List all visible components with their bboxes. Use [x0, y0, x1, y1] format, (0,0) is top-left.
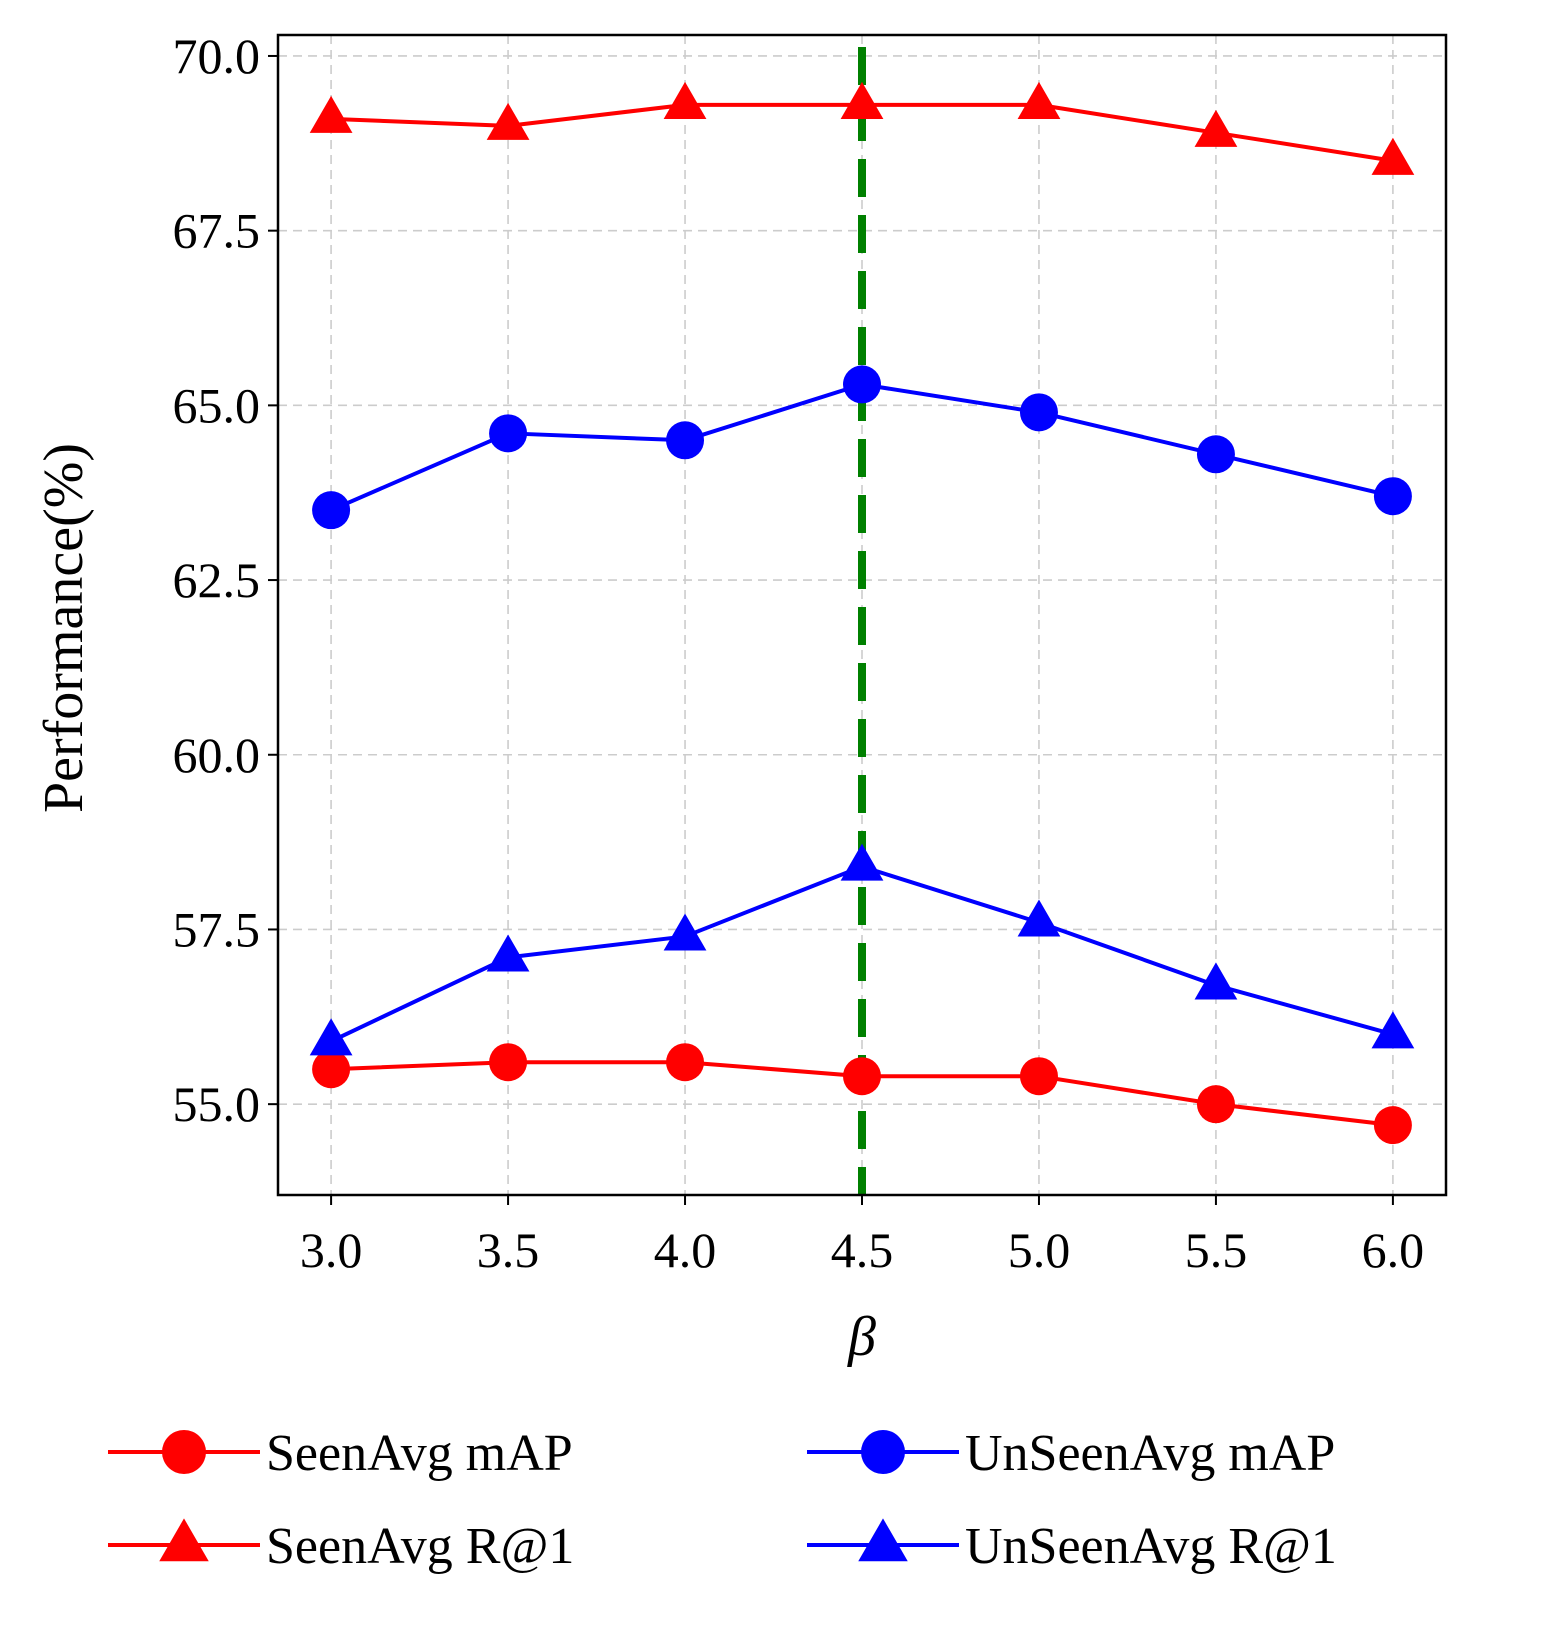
data-point [1017, 899, 1061, 937]
legend-item: UnSeenAvg R@1 [807, 1518, 1337, 1575]
x-tick-label: 4.0 [654, 1222, 717, 1278]
y-axis-label: Performance(%) [33, 443, 95, 813]
legend-item: SeenAvg R@1 [108, 1518, 574, 1575]
y-tick-label: 62.5 [173, 552, 261, 608]
legend-marker [162, 1430, 206, 1474]
data-point [1196, 1085, 1235, 1124]
data-point [1371, 1011, 1415, 1049]
data-point [663, 913, 707, 951]
data-point [1371, 137, 1415, 175]
legend-item: UnSeenAvg mAP [807, 1425, 1335, 1482]
legend-label: SeenAvg mAP [266, 1425, 573, 1482]
x-tick-label: 5.5 [1185, 1222, 1248, 1278]
series-seenavg-map [312, 1043, 1412, 1145]
legend-label: SeenAvg R@1 [266, 1518, 574, 1575]
data-point [309, 1018, 353, 1056]
legend-marker [858, 1518, 908, 1562]
series-seenavg-r-1 [309, 81, 1415, 175]
x-tick-label: 4.5 [831, 1222, 894, 1278]
x-tick-label: 3.5 [477, 1222, 540, 1278]
data-point [489, 414, 528, 453]
series-unseenavg-map [312, 365, 1412, 530]
axis-ticks: 3.0 3.5 4.0 4.5 5.0 5.5 6.0 55.0 57.5 60.0 62.5 65.… [173, 28, 1425, 1278]
x-axis-label: β [847, 1306, 876, 1368]
legend-item: SeenAvg mAP [108, 1425, 573, 1482]
y-tick-label: 55.0 [173, 1076, 261, 1132]
y-tick-label: 67.5 [173, 203, 261, 259]
data-point [1019, 393, 1058, 432]
x-tick-label: 3.0 [300, 1222, 363, 1278]
data-point [312, 1050, 351, 1089]
data-point [1196, 435, 1235, 474]
data-point [489, 1043, 528, 1082]
data-point [309, 95, 353, 133]
data-point [666, 421, 705, 460]
legend-marker [159, 1518, 209, 1562]
data-point [843, 365, 881, 404]
y-tick-label: 65.0 [173, 377, 261, 433]
y-tick-label: 57.5 [173, 901, 261, 957]
data-point [1373, 1106, 1412, 1145]
data-point [312, 491, 351, 530]
data-point [1017, 81, 1061, 119]
data-point [666, 1043, 705, 1082]
data-point [486, 102, 530, 140]
data-point [1019, 1057, 1058, 1096]
legend: SeenAvg mAP UnSeenAvg mAP SeenAvg R@1 UnSee… [108, 1425, 1337, 1575]
data-point [663, 81, 707, 119]
legend-label: UnSeenAvg mAP [965, 1425, 1335, 1482]
data-point [1194, 109, 1238, 147]
y-tick-label: 70.0 [173, 28, 261, 84]
data-point [1194, 962, 1238, 1000]
x-tick-label: 6.0 [1362, 1222, 1425, 1278]
data-point [486, 934, 530, 972]
x-tick-label: 5.0 [1008, 1222, 1071, 1278]
legend-marker [861, 1430, 905, 1474]
data-point [840, 843, 884, 881]
series-layer [309, 81, 1415, 1145]
series-unseenavg-r-1 [309, 843, 1415, 1056]
data-point [1373, 477, 1412, 516]
legend-label: UnSeenAvg R@1 [965, 1518, 1337, 1575]
y-tick-label: 60.0 [173, 727, 261, 783]
data-point [840, 81, 884, 119]
data-point [843, 1057, 881, 1096]
